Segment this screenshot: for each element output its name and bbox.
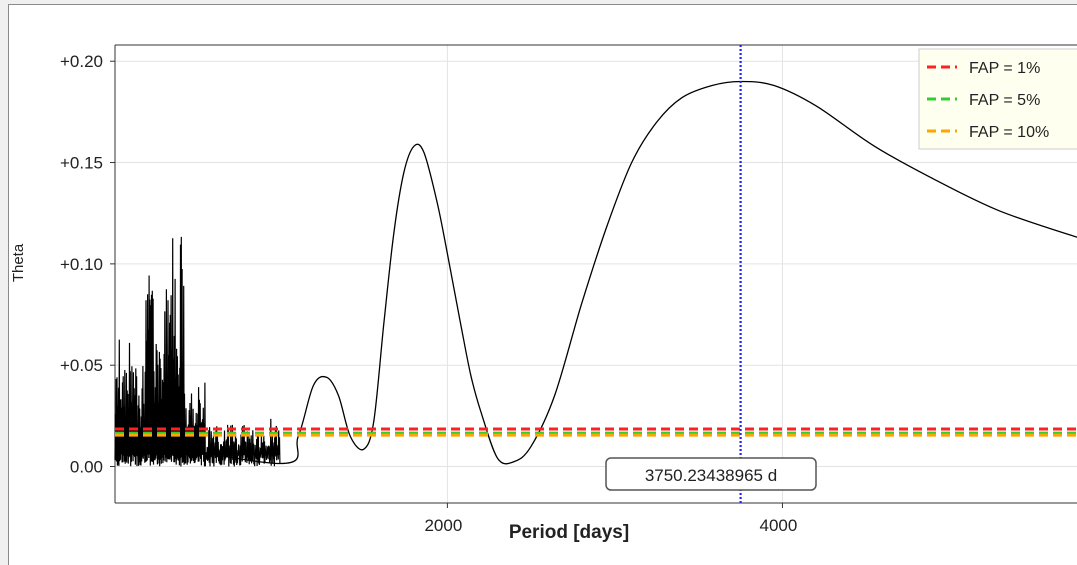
y-axis-title: Theta <box>10 243 27 282</box>
y-tick-label: +0.10 <box>60 255 103 274</box>
cursor-label: 3750.23438965 d <box>605 457 817 491</box>
x-axis-title: Period [days] <box>509 522 629 543</box>
plot-area <box>115 45 1077 503</box>
y-tick-label: +0.15 <box>60 154 103 173</box>
y-tick-label: +0.05 <box>60 356 103 375</box>
chart-frame: 0.00 +0.05 +0.10 +0.15 +0.20 2000 4000 Period [… <box>8 4 1077 565</box>
legend-label: FAP = 1% <box>969 60 1040 77</box>
legend-label: FAP = 10% <box>969 124 1049 141</box>
y-tick-label: +0.20 <box>60 52 103 71</box>
legend-label: FAP = 5% <box>969 92 1040 109</box>
y-tick-label: 0.00 <box>70 458 103 477</box>
cursor-label-box <box>605 457 817 491</box>
x-tick-label: 4000 <box>760 516 798 535</box>
x-tick-label: 2000 <box>424 516 462 535</box>
legend: FAP = 1% FAP = 5% FAP = 10% <box>918 48 1077 150</box>
periodogram-noise-series <box>114 236 281 467</box>
periodogram-chart[interactable]: 0.00 +0.05 +0.10 +0.15 +0.20 2000 4000 Period [… <box>9 5 1077 565</box>
cursor-label-text: 3750.23438965 d <box>645 466 777 485</box>
periodogram-series <box>120 80 1077 465</box>
